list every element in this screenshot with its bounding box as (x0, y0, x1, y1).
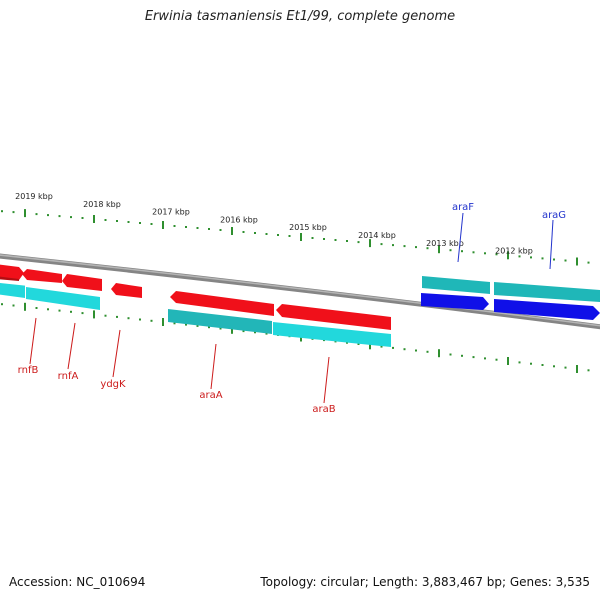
gene-araG-reverse[interactable] (494, 282, 600, 302)
gene-araB-arrow[interactable] (276, 304, 391, 330)
genome-backbone (0, 253, 600, 330)
gene-rnfA-arrow[interactable] (22, 269, 62, 283)
kbp-tick-label: 2019 kbp (15, 192, 53, 201)
leader-araF (457, 212, 464, 263)
gene-labels: rnfB rnfA ydgK araA araB araF araG (18, 202, 566, 415)
gene-label-ydgK: ydgK (100, 379, 126, 390)
kbp-tick-label: 2015 kbp (289, 223, 327, 232)
gene-araG-arrow[interactable] (494, 299, 600, 320)
gene-label-araF: araF (452, 202, 474, 213)
leader-rnfB (29, 317, 37, 365)
forward-genes (0, 264, 391, 330)
tick-ring-inner (1, 302, 590, 373)
leader-araA (210, 343, 217, 390)
gene-rnfA-reverse[interactable] (26, 287, 100, 310)
leader-araB (323, 356, 330, 404)
label-leaders (29, 212, 554, 404)
gene-rnfB-reverse[interactable] (0, 283, 25, 298)
kbp-tick-label: 2018 kbp (83, 200, 121, 209)
gene-label-araA: araA (199, 390, 222, 401)
blue-genes (421, 293, 600, 320)
tick-labels: 2019 kbp 2018 kbp 2017 kbp 2016 kbp 2015 kbp… (15, 192, 533, 256)
gene-3-arrow[interactable] (62, 274, 102, 291)
gene-rnfB-arrow[interactable] (0, 264, 24, 280)
gene-rnfA-shade (0, 276, 19, 281)
leader-araG (549, 219, 554, 270)
gene-label-rnfA: rnfA (58, 371, 79, 382)
reverse-genes (0, 276, 600, 347)
genome-backbone-highlight (0, 254, 600, 327)
kbp-tick-label: 2012 kbp (495, 247, 533, 256)
gene-araF-reverse[interactable] (422, 276, 490, 294)
gene-araA-arrow[interactable] (170, 291, 274, 316)
gene-label-araG: araG (542, 210, 566, 221)
kbp-tick-label: 2016 kbp (220, 215, 258, 224)
gene-araB-reverse[interactable] (273, 322, 391, 347)
gene-label-rnfB: rnfB (18, 365, 39, 376)
map-title: Erwinia tasmaniensis Et1/99, complete ge… (144, 9, 456, 24)
gene-label-araB: araB (312, 404, 335, 415)
kbp-tick-label: 2014 kbp (358, 231, 396, 240)
accession-text: Accession: NC_010694 (9, 575, 146, 589)
gene-araA-reverse[interactable] (168, 309, 272, 334)
tick-ring-outer (1, 209, 590, 266)
genome-summary-text: Topology: circular; Length: 3,883,467 bp… (260, 575, 590, 589)
leader-rnfA (67, 322, 76, 370)
gene-ydgK-arrow[interactable] (111, 283, 142, 298)
gene-araF-arrow[interactable] (421, 293, 489, 310)
leader-ydgK (112, 329, 121, 378)
kbp-tick-label: 2013 kbp (426, 239, 464, 248)
kbp-tick-label: 2017 kbp (152, 208, 190, 217)
